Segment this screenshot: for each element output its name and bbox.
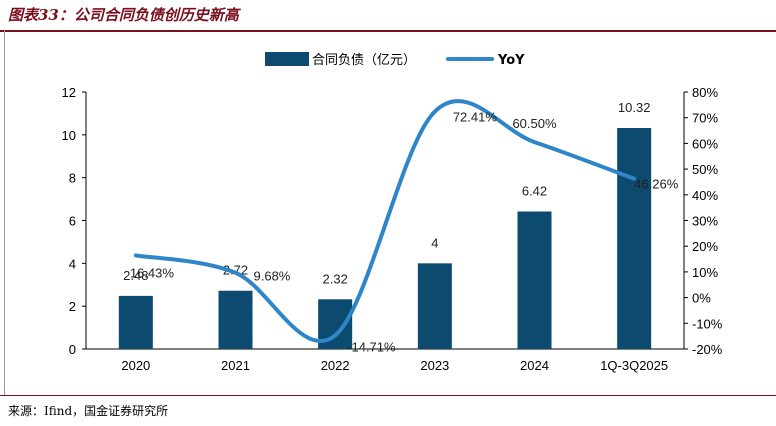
y-right-tick-label: 80% [692, 85, 718, 100]
legend-swatch-bar [265, 52, 309, 66]
y-right-tick-label: 30% [692, 214, 718, 229]
y-left-tick-label: 4 [69, 256, 76, 271]
source-note: 来源：Ifind，国金证券研究所 [8, 404, 169, 418]
figure-title: 图表33：公司合同负债创历史新高 [8, 6, 239, 24]
x-tick-label: 2024 [520, 358, 549, 373]
y-left-tick-label: 2 [69, 299, 76, 314]
y-right-tick-label: 60% [692, 136, 718, 151]
x-tick-label: 2020 [121, 358, 150, 373]
bar [517, 211, 552, 349]
left-frame-rule [4, 30, 5, 395]
yoy-value-label: 46.26% [634, 177, 679, 192]
y-right-tick-label: -10% [692, 316, 723, 331]
y-right-tick-label: 50% [692, 162, 718, 177]
x-tick-label: 1Q-3Q2025 [600, 358, 668, 373]
bar-value-label: 4 [431, 235, 438, 250]
chart: 0 2 4 6 8 10 12 -20% -10% 0% 10% 20% 30% 40% 50% 60% 70%… [62, 52, 723, 373]
y-left-tick-label: 10 [62, 128, 76, 143]
bar [118, 295, 153, 349]
y-right-tick-label: 0% [692, 291, 711, 306]
x-tick-label: 2022 [321, 358, 350, 373]
legend-label-line: YoY [497, 53, 525, 68]
yoy-value-label: -14.71% [347, 339, 396, 354]
y-left-tick-label: 12 [62, 85, 76, 100]
bar [617, 127, 652, 349]
bar-value-label: 2.32 [323, 271, 348, 286]
legend-label-bar: 合同负债（亿元） [312, 53, 416, 68]
y-left-tick-label: 0 [69, 342, 76, 357]
yoy-value-label: 72.41% [453, 110, 498, 125]
y-right-tick-label: 20% [692, 239, 718, 254]
y-right-tick-label: 40% [692, 188, 718, 203]
source-rule [0, 395, 776, 396]
yoy-value-label: 9.68% [254, 269, 291, 284]
bar [417, 263, 452, 349]
title-rule [0, 30, 776, 32]
y-right-tick-label: 70% [692, 111, 718, 126]
bar-value-label: 2.48 [123, 268, 148, 283]
bar-value-label: 10.32 [618, 100, 651, 115]
yoy-line [133, 99, 637, 344]
yoy-value-label: 60.50% [512, 116, 557, 131]
bar-value-label: 6.42 [522, 184, 547, 199]
x-tick-label: 2023 [420, 358, 449, 373]
y-left-tick-label: 6 [69, 214, 76, 229]
y-right-tick-label: 10% [692, 265, 718, 280]
x-tick-label: 2021 [221, 358, 250, 373]
yoy-value-label: 16.43% [130, 265, 175, 280]
y-right-tick-label: -20% [692, 342, 723, 357]
bar [218, 290, 253, 349]
y-left-tick-label: 8 [69, 171, 76, 186]
